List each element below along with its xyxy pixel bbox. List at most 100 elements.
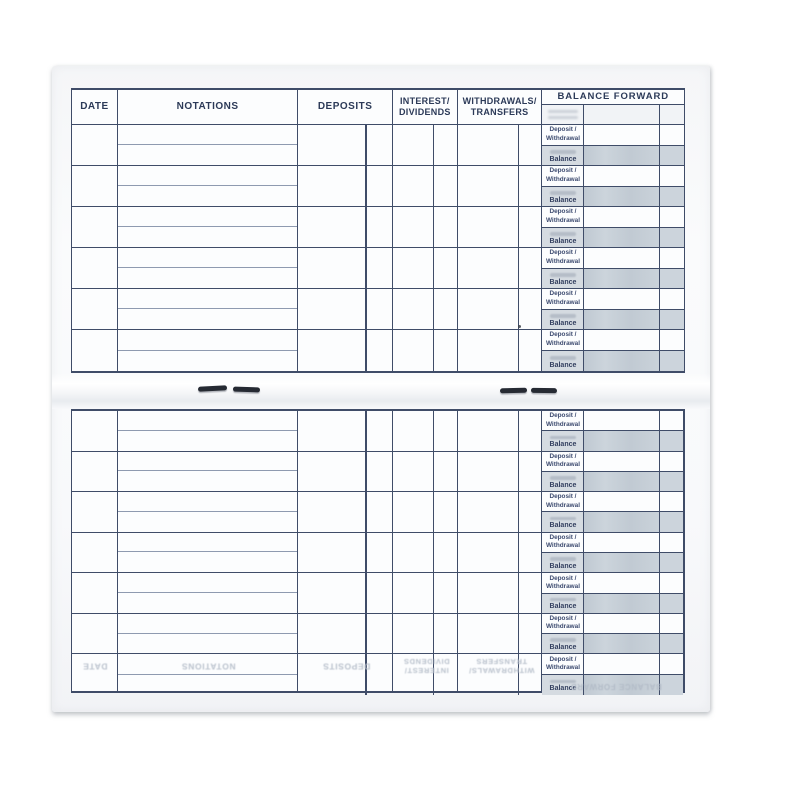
passbook-register-page: DATE NOTATIONS DEPOSITS (52, 66, 710, 712)
deposit-withdrawal-row: Deposit / Withdrawal (542, 411, 683, 432)
entry-block-cell (72, 452, 117, 493)
amount-cell (584, 145, 661, 165)
balance-row: Balance (542, 350, 684, 371)
notation-midline (117, 614, 298, 634)
notation-block-cell (117, 573, 298, 614)
deposit-withdrawal-label-line2: Withdrawal (545, 298, 580, 306)
amount-cell (584, 471, 661, 492)
deposits-header: DEPOSITS (298, 90, 392, 125)
balance-row: Balance (542, 552, 683, 574)
entry-block-cell (458, 330, 542, 371)
notation-midline (117, 166, 298, 186)
entry-block-cell (298, 248, 392, 289)
cents-cell (660, 125, 684, 145)
deposit-withdrawal-label-cell: Deposit / Withdrawal (542, 330, 585, 350)
entry-block-cell (298, 289, 392, 330)
cents-cell (660, 492, 683, 511)
withdrawals-transfers-header: WITHDRAWALS/ TRANSFERS (457, 90, 542, 125)
amount-cell (584, 104, 661, 124)
balance-label: Balance (549, 643, 577, 651)
entry-block-cell (298, 614, 392, 655)
cents-divider-line (432, 125, 435, 371)
deposit-withdrawal-label-line1: Deposit / (549, 655, 577, 663)
cents-cell (660, 471, 683, 492)
notation-block-cell (117, 207, 298, 248)
notation-block-cell (117, 411, 298, 452)
carryover-label-cell (542, 104, 585, 124)
balance-label-cell: Balance (542, 512, 585, 532)
notation-midline (117, 492, 298, 512)
amount-cell (584, 451, 661, 471)
cents-cell (660, 512, 683, 532)
date-column-body (72, 411, 117, 695)
deposit-withdrawal-label-line2: Withdrawal (545, 175, 580, 183)
cents-cell (660, 289, 684, 309)
entry-block-cell (72, 248, 117, 289)
amount-cell (584, 573, 661, 593)
entry-block-cell (392, 125, 457, 166)
deposit-withdrawal-label-cell: Deposit / Withdrawal (542, 492, 585, 512)
entry-block-cell (392, 411, 457, 452)
balance-label: Balance (549, 196, 577, 204)
notation-block-cell (117, 330, 298, 371)
notation-midline (117, 573, 298, 594)
deposit-withdrawal-label-cell: Deposit / Withdrawal (542, 654, 585, 674)
deposit-withdrawal-label-line2: Withdrawal (545, 216, 580, 224)
entry-block-cell (298, 452, 392, 493)
balance-label-cell: Balance (542, 186, 585, 206)
balance-row: Balance (542, 431, 683, 452)
cents-divider-line (432, 411, 435, 695)
notations-column (117, 411, 299, 691)
cents-divider-line (517, 125, 520, 371)
interest-header-line2: DIVIDENDS (398, 107, 451, 117)
deposit-withdrawal-row: Deposit / Withdrawal (542, 330, 684, 351)
deposit-withdrawal-row: Deposit / Withdrawal (542, 451, 683, 472)
withdrawals-column-body (457, 125, 542, 371)
deposit-withdrawal-label-line2: Withdrawal (545, 339, 580, 347)
deposit-withdrawal-label-cell: Deposit / Withdrawal (542, 207, 585, 227)
amount-cell (584, 512, 661, 532)
balance-row: Balance (542, 309, 684, 330)
deposit-withdrawal-label-cell: Deposit / Withdrawal (542, 166, 585, 186)
notation-block-cell (117, 533, 298, 574)
balance-forward-header-label: BALANCE FORWARD (557, 91, 669, 103)
entry-block-cell (457, 533, 542, 574)
deposit-withdrawal-label-line1: Deposit / (549, 615, 577, 623)
entry-block-cell (392, 289, 457, 330)
deposit-withdrawal-label-line2: Withdrawal (545, 582, 580, 590)
cents-cell (660, 145, 684, 165)
amount-cell (584, 350, 661, 371)
deposit-withdrawal-label-line1: Deposit / (549, 412, 577, 420)
deposit-withdrawal-label-line1: Deposit / (549, 167, 577, 175)
notation-block-cell (117, 289, 298, 330)
deposit-withdrawal-label-line1: Deposit / (549, 493, 577, 501)
cents-cell (660, 552, 683, 573)
amount-cell (584, 411, 661, 431)
notations-column: NOTATIONS (117, 90, 299, 371)
deposit-withdrawal-row: Deposit / Withdrawal (542, 125, 684, 146)
balance-label-cell: Balance (542, 471, 585, 492)
balance-row: Balance (542, 268, 684, 289)
amount-cell (584, 166, 661, 186)
entry-block-cell (72, 289, 117, 330)
date-column-body (72, 125, 117, 371)
balance-label-cell: Balance (542, 145, 585, 165)
cents-cell (660, 654, 683, 673)
notation-block-cell (117, 614, 298, 655)
cents-divider-line (517, 411, 520, 695)
cents-cell (660, 634, 683, 654)
amount-cell (584, 248, 661, 268)
entry-block-cell (457, 573, 542, 614)
amount-cell (584, 125, 661, 145)
deposit-withdrawal-label-line2: Withdrawal (545, 664, 580, 672)
withdrawals-header-line1: WITHDRAWALS/ (462, 96, 537, 107)
balance-label-cell: Balance (542, 552, 585, 573)
cents-cell (660, 186, 684, 206)
notation-midline (117, 411, 298, 431)
register-table-bottom-page: Deposit / Withdrawal Balance Deposit / W… (71, 409, 685, 695)
staple-right-prong1 (499, 387, 528, 393)
notation-midline (117, 330, 298, 351)
deposit-withdrawal-row: Deposit / Withdrawal (542, 613, 683, 635)
entry-block-cell (298, 166, 392, 207)
amount-cell (584, 634, 661, 654)
